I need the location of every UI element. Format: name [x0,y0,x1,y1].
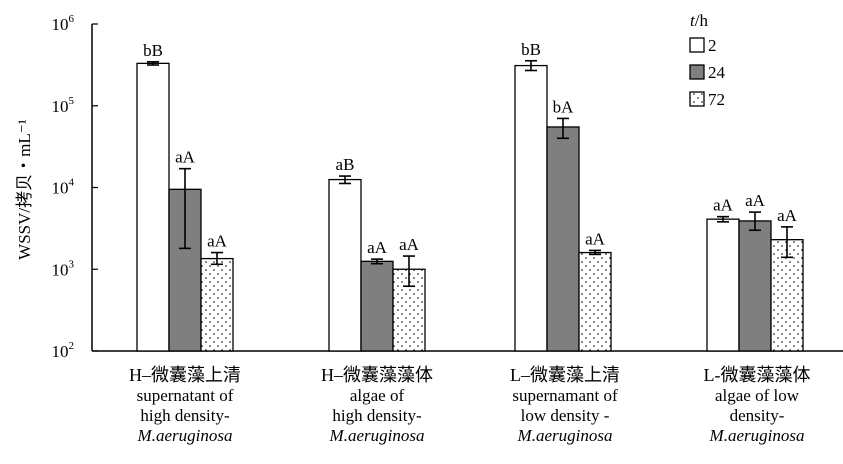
y-tick-exponent: 3 [69,258,75,270]
category-en1-text: algae of [349,386,405,405]
category-label-1: H–微囊藻上清 supernatant of high density- M.aeru… [95,364,275,446]
category-en3-text: M.aeruginosa [709,426,805,445]
legend-title: t/h [690,11,708,30]
category-en1-text: supernamant of [512,386,618,405]
y-tick-label: 102 [52,340,75,361]
legend-label-2: 2 [708,36,717,55]
category-cn-text: H–微囊藻上清 [129,365,241,385]
bar-24-2 [360,260,394,352]
significance-label: aA [399,235,420,254]
category-label-2: H–微囊藻藻体 algae of high density- M.aeruginosa [287,364,467,446]
y-tick-label: 104 [52,177,75,198]
y-tick-exponent: 4 [69,177,75,189]
y-tick-label: 105 [52,95,75,116]
significance-label: aA [777,206,798,225]
legend-title-unit: /h [695,11,709,30]
bar-24-3 [546,126,580,352]
legend-label-72: 72 [708,90,725,109]
legend-label-24: 24 [708,63,726,82]
category-cn-text: H–微囊藻藻体 [321,365,433,385]
category-en3-text: M.aeruginosa [329,426,425,445]
bar-72-4 [770,239,804,352]
category-en3-text: M.aeruginosa [137,426,233,445]
bar-2-2 [328,178,362,352]
category-cn-text: L–微囊藻上清 [510,365,620,385]
significance-label: aA [367,238,388,257]
y-tick-label: 103 [52,258,75,279]
legend-swatch-24 [689,64,705,80]
category-en2-text: high density- [332,406,422,425]
legend-swatch-72 [689,91,705,107]
y-tick-base: 10 [52,342,69,361]
category-en1-text: supernatant of [136,386,234,405]
significance-label: aA [713,196,734,215]
bar-24-4 [738,220,772,352]
significance-label: bB [521,40,541,59]
y-tick-exponent: 6 [69,13,75,25]
y-tick-exponent: 2 [69,340,75,352]
bar-72-3 [578,251,612,352]
legend-swatch-2 [689,37,705,53]
category-en2-text: high density- [140,406,230,425]
y-tick-base: 10 [52,179,69,198]
y-tick-exponent: 5 [69,95,75,107]
significance-label: aB [336,155,355,174]
category-en2-text: low density - [520,406,610,425]
bar-72-1 [200,257,234,352]
y-tick-base: 10 [52,15,69,34]
category-en3-text: M.aeruginosa [517,426,613,445]
significance-label: bA [553,97,575,116]
legend-title-var: t [690,11,696,30]
category-label-4: L-微囊藻藻体 algae of low density- M.aeruginosa [667,364,843,446]
bar-2-3 [514,64,548,352]
category-en1-text: algae of low [714,386,800,405]
y-tick-label: 106 [52,13,75,34]
significance-label: aA [207,232,228,251]
category-cn-text: L-微囊藻藻体 [703,365,811,385]
bar-2-4 [706,218,740,352]
significance-label: aA [585,229,606,248]
significance-label: aA [745,191,766,210]
bar-2-1 [136,62,170,352]
y-tick-base: 10 [52,260,69,279]
y-axis-title: WSSV/拷贝・mL⁻¹ [15,119,34,260]
y-tick-base: 10 [52,97,69,116]
category-en2-text: density- [729,406,785,425]
significance-label: bB [143,41,163,60]
category-label-3: L–微囊藻上清 supernamant of low density - M.aeru… [475,364,655,446]
significance-label: aA [175,148,196,167]
bar-layer: bB aB bB aA aA aA bA aA aA aA aA aA [136,40,804,352]
